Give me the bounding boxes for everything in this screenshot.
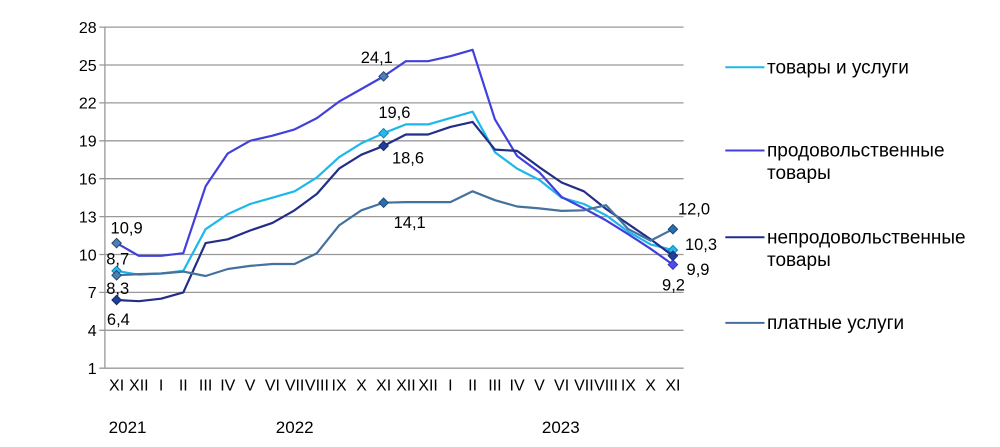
svg-text:19: 19 (79, 134, 97, 151)
svg-text:2021: 2021 (109, 418, 147, 437)
svg-text:8,7: 8,7 (106, 251, 129, 269)
svg-text:товары: товары (767, 163, 831, 184)
svg-text:25: 25 (79, 58, 97, 75)
svg-text:IV: IV (510, 378, 525, 395)
svg-text:XI: XI (109, 378, 124, 395)
svg-text:XII: XII (129, 378, 149, 395)
svg-text:2022: 2022 (276, 418, 314, 437)
svg-text:V: V (245, 378, 256, 395)
svg-text:I: I (159, 378, 163, 395)
svg-text:12,0: 12,0 (678, 200, 710, 218)
svg-text:10,3: 10,3 (685, 236, 717, 254)
svg-text:4: 4 (88, 323, 97, 340)
svg-text:9,2: 9,2 (662, 276, 685, 294)
svg-text:XI: XI (376, 378, 391, 395)
svg-text:2023: 2023 (542, 418, 580, 437)
svg-text:XI: XI (665, 378, 680, 395)
svg-text:VII: VII (285, 378, 305, 395)
svg-text:18,6: 18,6 (392, 150, 424, 168)
svg-text:продовольственные: продовольственные (767, 141, 945, 162)
svg-text:22: 22 (79, 96, 97, 113)
svg-text:VII: VII (574, 378, 594, 395)
svg-text:24,1: 24,1 (361, 49, 393, 67)
svg-text:16: 16 (79, 172, 97, 189)
svg-text:IX: IX (621, 378, 636, 395)
svg-text:7: 7 (88, 285, 97, 302)
svg-text:X: X (356, 378, 367, 395)
svg-text:10: 10 (79, 247, 97, 264)
svg-text:VI: VI (265, 378, 280, 395)
svg-text:9,9: 9,9 (687, 261, 710, 279)
svg-text:VIII: VIII (594, 378, 618, 395)
svg-text:I: I (448, 378, 452, 395)
svg-text:14,1: 14,1 (394, 214, 426, 232)
svg-text:10,9: 10,9 (111, 220, 143, 238)
svg-text:IV: IV (220, 378, 235, 395)
svg-text:платные услуги: платные услуги (767, 313, 904, 334)
svg-text:V: V (534, 378, 545, 395)
svg-text:непродовольственные: непродовольственные (767, 228, 966, 249)
svg-text:IX: IX (332, 378, 347, 395)
svg-text:XII: XII (418, 378, 438, 395)
svg-text:III: III (488, 378, 501, 395)
svg-text:II: II (468, 378, 477, 395)
svg-text:II: II (179, 378, 188, 395)
svg-text:13: 13 (79, 209, 97, 226)
svg-text:XII: XII (396, 378, 416, 395)
svg-text:28: 28 (79, 20, 97, 37)
svg-text:товары и услуги: товары и услуги (767, 58, 909, 79)
svg-text:VI: VI (554, 378, 569, 395)
svg-text:X: X (645, 378, 656, 395)
svg-text:6,4: 6,4 (107, 311, 130, 329)
svg-text:19,6: 19,6 (378, 104, 410, 122)
svg-text:III: III (199, 378, 212, 395)
svg-text:товары: товары (767, 250, 831, 271)
svg-text:VIII: VIII (305, 378, 329, 395)
svg-text:1: 1 (88, 361, 97, 378)
svg-text:8,3: 8,3 (106, 280, 129, 298)
